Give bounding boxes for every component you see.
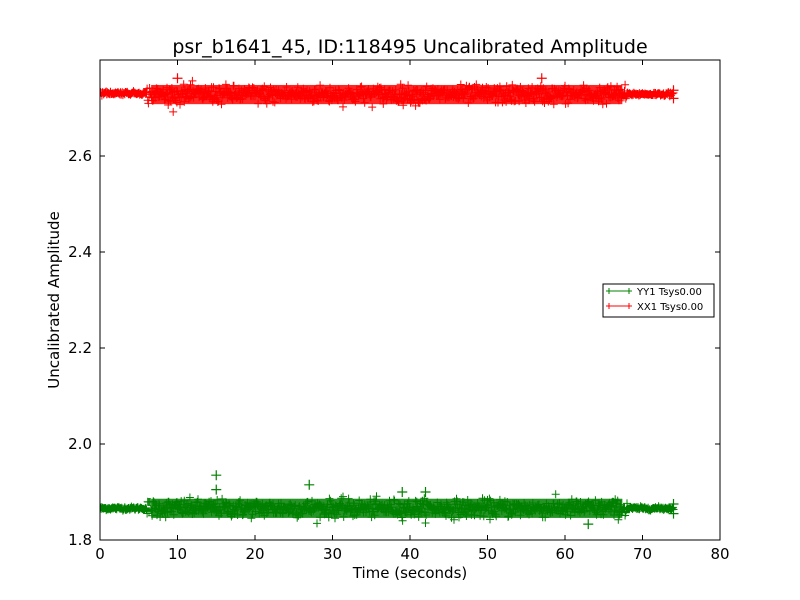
y-axis: 1.8 2.0 2.2 2.4 2.6 [68, 147, 720, 549]
series-yy1 [100, 470, 679, 530]
chart-title: psr_b1641_45, ID:118495 Uncalibrated Amp… [172, 36, 647, 58]
outlier-point [172, 73, 183, 84]
x-axis-label: Time (seconds) [352, 564, 468, 582]
legend-box [602, 283, 715, 318]
x-tick-label: 80 [710, 545, 729, 563]
outlier-point [668, 508, 679, 519]
x-tick-label: 0 [95, 545, 105, 563]
x-tick-label: 50 [478, 545, 497, 563]
series-band [151, 84, 623, 105]
legend-label: XX1 Tsys0.00 [637, 302, 703, 313]
outlier-point [583, 519, 594, 530]
x-tick-label: 10 [168, 545, 187, 563]
legend-marker [606, 303, 632, 309]
outlier-point [668, 93, 679, 104]
y-tick-label: 2.4 [68, 243, 92, 261]
y-tick-label: 1.8 [68, 531, 92, 549]
outlier-point [211, 484, 222, 495]
x-axis: 0 10 20 30 40 50 60 70 80 [95, 60, 730, 563]
y-axis-label: Uncalibrated Amplitude [45, 211, 63, 388]
x-tick-label: 30 [323, 545, 342, 563]
x-tick-label: 60 [555, 545, 574, 563]
x-tick-label: 20 [245, 545, 264, 563]
series-band [151, 498, 623, 518]
y-tick-label: 2.2 [68, 339, 92, 357]
legend-marker [606, 288, 632, 294]
outlier-point [536, 73, 547, 84]
outlier-point [304, 479, 315, 490]
outlier-point [397, 487, 408, 497]
outlier-point [668, 499, 679, 509]
legend: YY1 Tsys0.00 XX1 Tsys0.00 [602, 283, 715, 318]
outlier-point [420, 487, 431, 497]
outlier-point [211, 470, 222, 481]
plot-area [100, 73, 679, 530]
x-tick-label: 40 [400, 545, 419, 563]
legend-label: YY1 Tsys0.00 [636, 287, 702, 298]
series-xx1 [100, 73, 679, 116]
y-tick-label: 2.0 [68, 435, 92, 453]
x-tick-label: 70 [633, 545, 652, 563]
series-layer [100, 73, 679, 530]
y-tick-label: 2.6 [68, 147, 92, 165]
